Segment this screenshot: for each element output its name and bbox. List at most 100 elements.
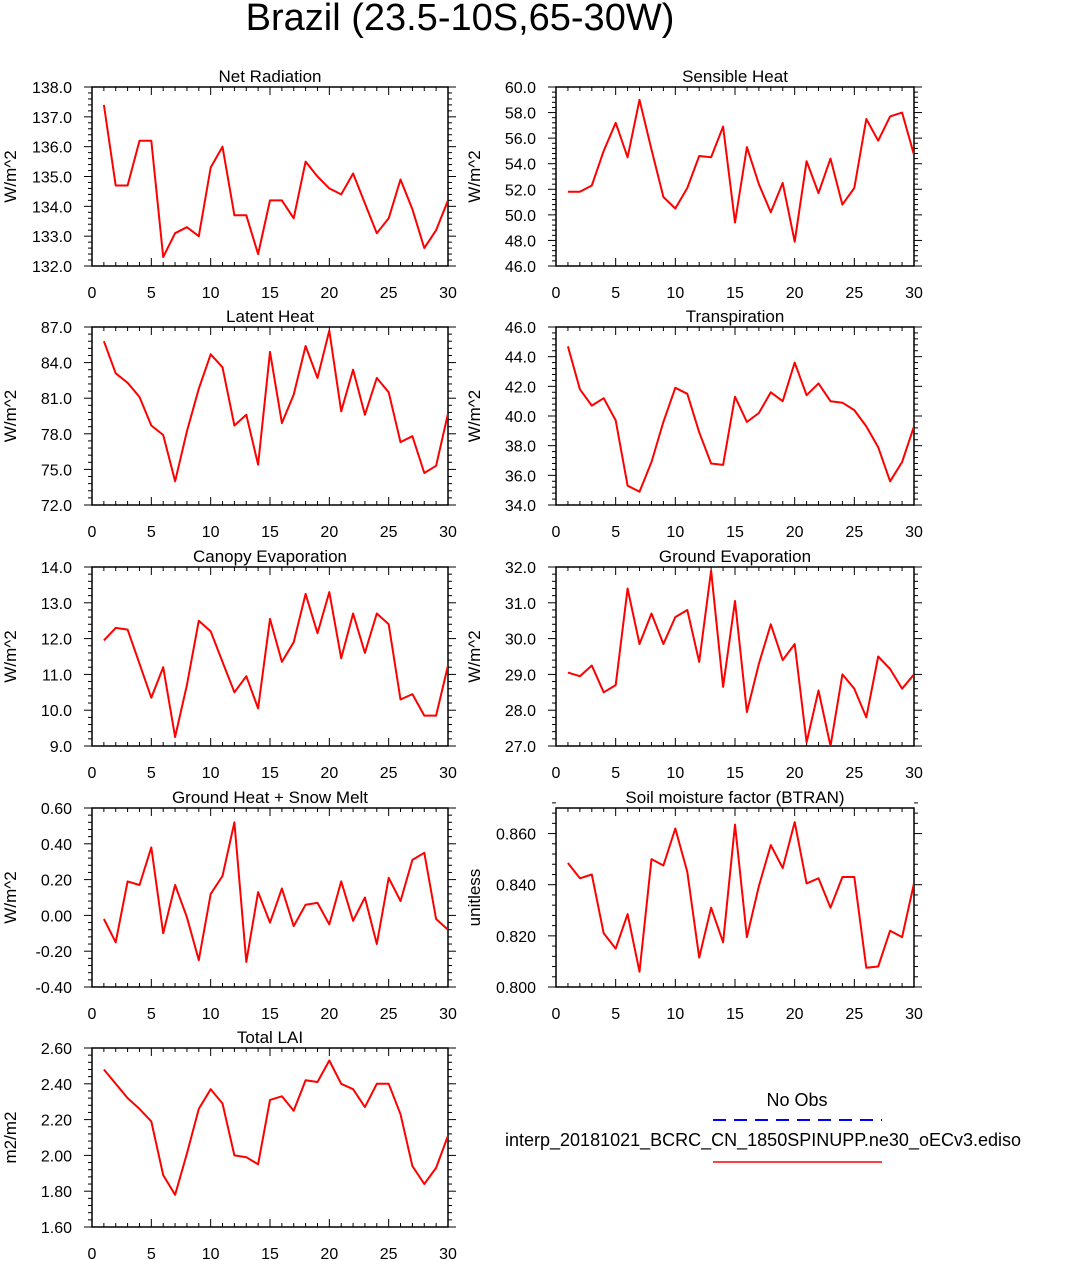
- x-tick-label: 30: [439, 1246, 457, 1261]
- y-axis-label: W/m^2: [1, 871, 20, 923]
- x-tick-label: 20: [786, 1006, 804, 1023]
- y-tick-label: 34.0: [505, 498, 536, 515]
- y-tick-label: 10.0: [41, 703, 72, 720]
- plot-frame: [91, 807, 449, 988]
- x-tick-label: 20: [320, 524, 338, 541]
- y-tick-label: 2.60: [41, 1041, 72, 1058]
- x-tick-label: 0: [552, 765, 561, 782]
- chart-panel: Canopy Evaporation 0 5 10 15 20 25 30 9.0 10.0 11.…: [1, 547, 457, 782]
- y-tick-label: 78.0: [41, 427, 72, 444]
- series-line: [567, 569, 914, 746]
- panel-title: Latent Heat: [226, 307, 314, 326]
- y-tick-label: 31.0: [505, 596, 536, 613]
- y-tick-label: 2.00: [41, 1148, 72, 1165]
- series-line: [566, 346, 914, 493]
- x-tick-label: 5: [611, 1006, 620, 1023]
- x-tick-label: 10: [666, 524, 684, 541]
- y-tick-label: 136.0: [32, 140, 72, 157]
- x-tick-label: 5: [611, 285, 620, 302]
- y-tick-label: 0.40: [41, 837, 72, 854]
- legend-model-label: interp_20181021_BCRC_CN_1850SPINUPP.ne30…: [505, 1130, 1021, 1151]
- x-tick-label: 10: [202, 285, 220, 302]
- y-axis-label: W/m^2: [465, 390, 484, 442]
- x-tick-label: 10: [202, 524, 220, 541]
- chart-panel: Ground Evaporation 0 5 10 15 20 25 30 27.0 28.0 29…: [465, 547, 923, 782]
- x-tick-label: 20: [320, 285, 338, 302]
- y-tick-label: 48.0: [505, 233, 536, 250]
- legend: No Obs interp_20181021_BCRC_CN_1850SPINU…: [505, 1090, 1021, 1163]
- panel-title: Canopy Evaporation: [193, 547, 347, 566]
- x-tick-label: 25: [380, 1006, 398, 1023]
- panels-container: Net Radiation 0 5 10 15 20 25 30 132.0 133.0 134.0…: [1, 67, 923, 1261]
- y-tick-label: 84.0: [41, 356, 72, 373]
- y-tick-label: 135.0: [32, 170, 72, 187]
- y-tick-label: 32.0: [505, 560, 536, 577]
- x-tick-label: 30: [439, 285, 457, 302]
- x-tick-label: 20: [320, 1006, 338, 1023]
- x-tick-label: 30: [439, 1006, 457, 1023]
- y-tick-label: 46.0: [505, 259, 536, 276]
- x-tick-label: 0: [552, 524, 561, 541]
- y-tick-label: 0.60: [41, 801, 72, 818]
- y-tick-label: 13.0: [41, 596, 72, 613]
- panel-title: Soil moisture factor (BTRAN): [625, 788, 844, 807]
- y-tick-label: 30.0: [505, 632, 536, 649]
- x-tick-label: 5: [147, 524, 156, 541]
- plot-frame: [91, 1047, 449, 1228]
- x-tick-label: 30: [905, 285, 923, 302]
- y-axis-label: m2/m2: [1, 1112, 20, 1164]
- x-tick-label: 10: [666, 285, 684, 302]
- x-tick-label: 0: [552, 1006, 561, 1023]
- x-tick-label: 5: [147, 285, 156, 302]
- chart-panel: Latent Heat 0 5 10 15 20 25 30 72.0 75.0 78.0 81.0 8…: [1, 307, 457, 541]
- x-tick-label: 10: [202, 1006, 220, 1023]
- y-tick-label: 27.0: [505, 739, 536, 756]
- y-tick-label: 0.860: [496, 827, 536, 844]
- x-tick-label: 25: [380, 765, 398, 782]
- y-tick-label: 0.00: [41, 908, 72, 925]
- x-tick-label: 25: [845, 1006, 863, 1023]
- figure-title: Brazil (23.5-10S,65-30W): [246, 0, 675, 39]
- y-tick-label: 14.0: [41, 560, 72, 577]
- legend-obs-label: No Obs: [766, 1090, 827, 1110]
- x-tick-label: 0: [88, 524, 97, 541]
- x-tick-label: 30: [905, 765, 923, 782]
- x-tick-label: 20: [786, 524, 804, 541]
- x-tick-label: 15: [261, 1006, 279, 1023]
- y-axis-label: unitless: [465, 869, 484, 927]
- x-tick-label: 15: [726, 285, 744, 302]
- panel-title: Sensible Heat: [682, 67, 788, 86]
- chart-panel: Net Radiation 0 5 10 15 20 25 30 132.0 133.0 134.0…: [1, 67, 457, 302]
- y-tick-label: 40.0: [505, 409, 536, 426]
- x-tick-label: 10: [202, 1246, 220, 1261]
- y-tick-label: 1.80: [41, 1184, 72, 1201]
- y-tick-label: 12.0: [41, 632, 72, 649]
- y-tick-label: 0.800: [496, 980, 536, 997]
- x-tick-label: 10: [666, 765, 684, 782]
- x-tick-label: 25: [380, 524, 398, 541]
- panel-title: Ground Evaporation: [659, 547, 811, 566]
- x-tick-label: 15: [726, 524, 744, 541]
- y-tick-label: 0.840: [496, 878, 536, 895]
- x-tick-label: 25: [845, 524, 863, 541]
- y-tick-label: 60.0: [505, 80, 536, 97]
- y-tick-label: 87.0: [41, 320, 72, 337]
- y-tick-label: 81.0: [41, 391, 72, 408]
- x-tick-label: 0: [88, 1246, 97, 1261]
- x-tick-label: 5: [611, 765, 620, 782]
- y-tick-label: 38.0: [505, 439, 536, 456]
- x-tick-label: 30: [439, 524, 457, 541]
- y-tick-label: 9.0: [50, 739, 72, 756]
- y-tick-label: 134.0: [32, 199, 72, 216]
- series-line: [567, 98, 914, 243]
- x-tick-label: 30: [905, 1006, 923, 1023]
- chart-panel: Soil moisture factor (BTRAN) 0 5 10 15 20 25 30…: [465, 788, 923, 1023]
- y-tick-label: 42.0: [505, 379, 536, 396]
- panel-title: Total LAI: [237, 1028, 303, 1047]
- x-tick-label: 30: [439, 765, 457, 782]
- chart-panel: Sensible Heat 0 5 10 15 20 25 30 46.0 48.0 50.0 52.…: [465, 67, 923, 302]
- x-tick-label: 15: [261, 524, 279, 541]
- x-tick-label: 30: [905, 524, 923, 541]
- y-tick-label: 72.0: [41, 498, 72, 515]
- y-axis-label: W/m^2: [1, 390, 20, 442]
